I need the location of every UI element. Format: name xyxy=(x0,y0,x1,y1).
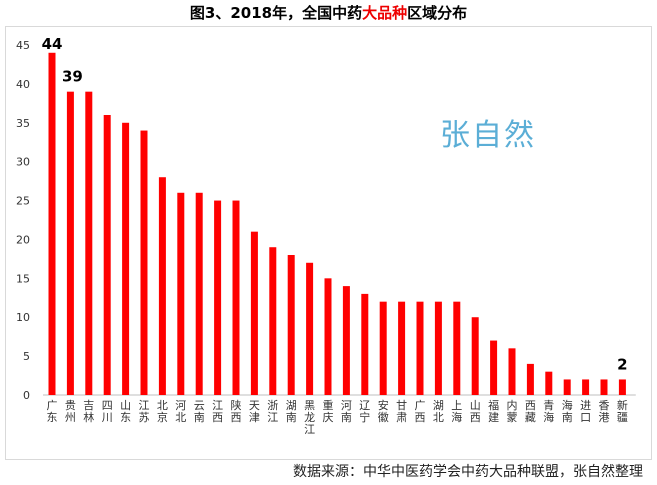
bar xyxy=(471,317,479,395)
y-tick-label: 5 xyxy=(23,350,30,363)
x-tick-label: 海南 xyxy=(562,398,573,424)
x-tick-label: 广东 xyxy=(47,399,58,424)
y-tick-label: 35 xyxy=(16,117,30,130)
bar xyxy=(287,255,295,395)
y-tick-label: 30 xyxy=(16,156,30,169)
bar xyxy=(103,115,111,395)
bar xyxy=(66,91,74,396)
x-tick-label: 新疆 xyxy=(617,398,628,424)
x-tick-label: 进口 xyxy=(580,399,591,424)
bar xyxy=(140,130,148,396)
bar xyxy=(195,192,203,395)
bar xyxy=(453,301,461,395)
chart-frame xyxy=(5,26,652,460)
bar xyxy=(526,363,534,395)
bar xyxy=(177,192,185,395)
x-tick-label: 陕西 xyxy=(231,398,242,424)
bar xyxy=(398,301,406,395)
bar xyxy=(232,200,240,395)
bar xyxy=(563,379,571,395)
x-tick-label: 四川 xyxy=(102,399,113,424)
x-tick-label: 上海 xyxy=(451,399,462,424)
data-label: 2 xyxy=(617,355,627,373)
x-tick-label: 黑龙江 xyxy=(304,399,315,436)
x-tick-label: 河南 xyxy=(341,399,352,424)
x-tick-label: 浙江 xyxy=(267,399,278,424)
x-tick-label: 广西 xyxy=(415,399,426,424)
y-tick-label: 45 xyxy=(16,39,30,52)
x-tick-label: 西藏 xyxy=(525,399,536,424)
bar xyxy=(361,293,369,395)
source-note: 数据来源：中华中医药学会中药大品种联盟，张自然整理 xyxy=(293,464,643,480)
x-tick-label: 青海 xyxy=(543,399,554,424)
x-tick-label: 安徽 xyxy=(378,398,389,424)
x-tick-label: 北京 xyxy=(157,399,168,424)
x-tick-label: 贵州 xyxy=(65,399,76,424)
x-tick-label: 香港 xyxy=(599,399,610,424)
bar xyxy=(379,301,387,395)
bar xyxy=(158,177,166,395)
bar xyxy=(600,379,608,395)
bar xyxy=(508,348,516,395)
bar xyxy=(85,91,93,396)
bar xyxy=(416,301,424,395)
bar xyxy=(48,52,56,396)
data-label: 39 xyxy=(62,68,83,86)
bar xyxy=(490,340,498,395)
x-tick-label: 江西 xyxy=(212,399,223,424)
x-tick-label: 湖南 xyxy=(286,399,297,424)
y-tick-label: 20 xyxy=(16,233,30,246)
watermark: 张自然 xyxy=(440,118,536,153)
x-tick-label: 吉林 xyxy=(83,399,94,424)
bar xyxy=(250,231,258,395)
y-tick-label: 10 xyxy=(16,311,30,324)
bar xyxy=(342,286,350,395)
bar xyxy=(306,262,314,395)
x-tick-label: 天津 xyxy=(249,399,260,424)
x-tick-label: 甘肃 xyxy=(396,399,407,424)
bar xyxy=(122,122,130,396)
bar xyxy=(545,371,553,395)
x-tick-label: 山西 xyxy=(470,399,481,424)
bar xyxy=(324,278,332,395)
title-part: 图3、2018年，全国中药 xyxy=(189,4,363,22)
x-tick-label: 江苏 xyxy=(139,399,150,424)
y-tick-label: 15 xyxy=(16,272,30,285)
x-tick-label: 湖北 xyxy=(433,399,444,424)
bar xyxy=(434,301,442,395)
bar xyxy=(618,379,626,395)
bar xyxy=(582,379,590,395)
y-tick-label: 25 xyxy=(16,195,30,208)
title-highlight: 大品种 xyxy=(362,4,408,22)
bar xyxy=(269,247,277,395)
x-tick-label: 河北 xyxy=(175,399,186,424)
title-part: 区域分布 xyxy=(407,4,468,22)
x-tick-label: 内蒙 xyxy=(507,398,518,424)
x-tick-label: 云南 xyxy=(194,399,205,424)
y-tick-label: 40 xyxy=(16,78,30,91)
bar xyxy=(214,200,222,395)
x-tick-label: 重庆 xyxy=(323,398,334,424)
chart-title: 图3、2018年，全国中药大品种区域分布 xyxy=(0,2,657,23)
x-tick-label: 辽宁 xyxy=(359,399,370,424)
y-tick-label: 0 xyxy=(23,389,30,402)
x-tick-label: 山东 xyxy=(120,399,131,424)
x-tick-label: 福建 xyxy=(488,398,499,424)
data-label: 44 xyxy=(42,35,63,53)
